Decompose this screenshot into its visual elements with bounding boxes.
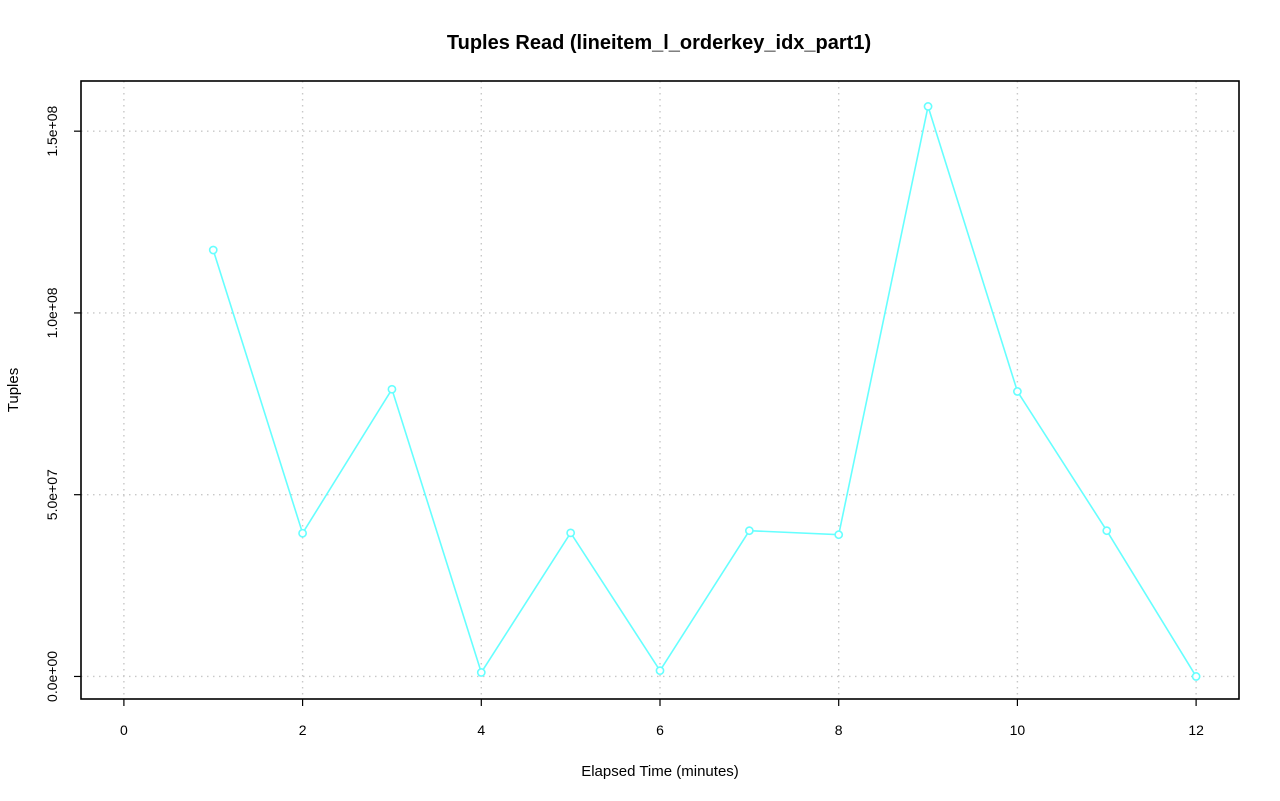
data-points xyxy=(208,102,1201,681)
y-tick-label: 1.0e+08 xyxy=(44,287,60,338)
x-tick-label: 8 xyxy=(835,722,843,738)
data-point xyxy=(655,666,665,676)
data-point xyxy=(208,245,218,255)
data-point xyxy=(923,102,933,111)
series-line xyxy=(212,103,1197,677)
data-point xyxy=(566,528,576,538)
data-point xyxy=(1191,672,1201,681)
x-tick-label: 2 xyxy=(299,722,307,738)
y-tick-label: 1.5e+08 xyxy=(44,105,60,156)
x-tick-label: 10 xyxy=(1010,722,1026,738)
data-point xyxy=(1102,526,1112,536)
y-tick-label: 5.0e+07 xyxy=(44,469,60,520)
grid-lines xyxy=(81,81,1239,699)
chart-title: Tuples Read (lineitem_l_orderkey_idx_par… xyxy=(447,32,871,54)
y-tick-label: 0.0e+00 xyxy=(44,651,60,702)
x-tick-label: 12 xyxy=(1188,722,1204,738)
data-point xyxy=(1013,387,1022,396)
data-point xyxy=(387,384,397,394)
series-line-group xyxy=(212,103,1197,677)
data-point xyxy=(476,668,486,677)
x-tick-label: 0 xyxy=(120,722,128,738)
x-axis-label: Elapsed Time (minutes) xyxy=(581,763,739,780)
data-point xyxy=(834,530,844,540)
y-axis-label: Tuples xyxy=(5,368,22,412)
x-tick-label: 6 xyxy=(656,722,664,738)
data-point xyxy=(298,528,307,538)
axis-ticks: 0 2 4 6 8 10 12 0.0e+00 5.0e+07 1.0e+08 1.5e+08 xyxy=(44,105,1204,738)
data-point xyxy=(744,526,754,536)
plot-frame xyxy=(80,80,1240,700)
x-tick-label: 4 xyxy=(477,722,485,738)
